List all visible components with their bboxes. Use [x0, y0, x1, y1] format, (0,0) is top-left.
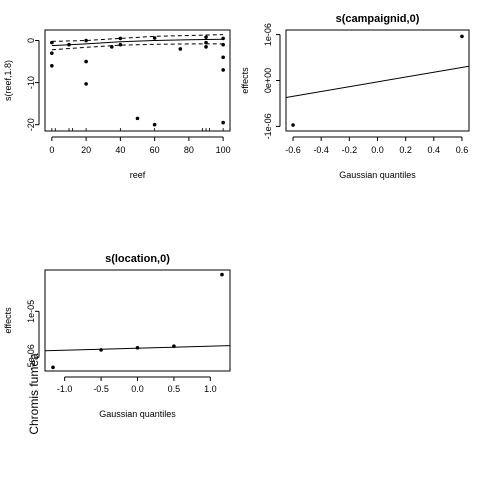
- x-axis: 0 20 40 60 80 100 reef: [49, 136, 231, 180]
- plot-area: [286, 34, 469, 127]
- x-tick-label: 1.0: [204, 384, 217, 394]
- y-tick-label: 1e-05: [26, 300, 36, 323]
- x-axis-label: Gaussian quantiles: [339, 170, 416, 180]
- x-tick-label: 0.4: [428, 145, 441, 155]
- data-point: [50, 63, 54, 68]
- data-point: [178, 47, 183, 51]
- data-point: [152, 36, 157, 40]
- x-tick-label: 40: [115, 145, 125, 155]
- lower-ci-line: [51, 43, 224, 51]
- y-tick-label: -1e-06: [263, 113, 273, 139]
- data-point: [460, 34, 464, 39]
- outer-label-text: Chromis fumea: [27, 353, 41, 435]
- x-axis-label: reef: [130, 170, 146, 180]
- plot-frame: [44, 29, 231, 132]
- x-tick-label: -0.6: [285, 145, 301, 155]
- y-axis-label: effects: [3, 307, 13, 334]
- x-axis: -1.0 -0.5 0.0 0.5 1.0 Gaussian quantiles: [57, 376, 217, 419]
- x-tick-label: 0.0: [371, 145, 384, 155]
- data-point: [204, 40, 208, 45]
- data-point: [51, 365, 55, 370]
- data-point: [291, 123, 295, 127]
- plot-area: [45, 272, 230, 370]
- data-point: [221, 120, 225, 125]
- x-tick-label: 0.5: [168, 384, 181, 394]
- data-point: [84, 82, 88, 86]
- data-point: [118, 42, 123, 47]
- data-point: [50, 51, 54, 55]
- data-point: [135, 116, 140, 121]
- y-tick-label: -20: [26, 118, 36, 131]
- x-tick-label: 0: [49, 145, 54, 155]
- chart-title: s(campaignid,0): [336, 13, 420, 25]
- y-axis: -20 -10 0 s(reef,1.8): [3, 38, 40, 131]
- panel-2: s(campaignid,0) -0.6 -0.4 -0.2 0.0 0.2 0.4 0.6 G…: [240, 13, 470, 180]
- data-point: [84, 38, 88, 43]
- x-axis: -0.6 -0.4 -0.2 0.0 0.2 0.4 0.6 Gaussian quantil…: [285, 136, 469, 180]
- qq-reference-line: [286, 65, 469, 98]
- plot-frame: [285, 29, 470, 132]
- x-tick-label: -0.4: [313, 145, 329, 155]
- data-point: [220, 272, 224, 277]
- data-point: [152, 122, 157, 127]
- data-point: [110, 45, 114, 49]
- panel-3: s(location,0) -1.0 -0.5 0.0 0.5 1.0 Gaussian q…: [3, 253, 231, 419]
- data-point: [99, 348, 103, 352]
- panel-1: 0 20 40 60 80 100 reef -20 -10 0 s(reef,1.8): [3, 29, 231, 180]
- y-tick-label: 0e+00: [263, 68, 273, 93]
- x-axis-label: Gaussian quantiles: [99, 409, 176, 419]
- x-tick-label: 20: [81, 145, 91, 155]
- x-tick-label: 80: [184, 145, 194, 155]
- y-tick-label: 1e-06: [263, 23, 273, 46]
- data-point: [84, 59, 88, 64]
- data-point: [221, 42, 225, 47]
- plot-area: [50, 34, 225, 127]
- x-tick-label: 0.2: [399, 145, 412, 155]
- x-tick-label: -0.2: [342, 145, 358, 155]
- x-tick-label: -1.0: [57, 384, 73, 394]
- data-point: [67, 42, 71, 47]
- data-point: [172, 344, 176, 349]
- upper-ci-line: [51, 34, 224, 42]
- y-axis-label: s(reef,1.8): [3, 60, 13, 101]
- data-point: [221, 36, 225, 41]
- data-point: [221, 68, 225, 72]
- y-tick-label: -10: [26, 76, 36, 89]
- data-point: [221, 55, 225, 60]
- x-tick-label: 0.6: [456, 145, 469, 155]
- x-tick-label: -0.5: [93, 384, 109, 394]
- y-tick-label: -5e-06: [26, 344, 36, 370]
- data-point: [118, 36, 123, 41]
- smooth-fit-line: [51, 38, 224, 47]
- x-tick-label: 100: [216, 145, 231, 155]
- y-tick-label: 0: [26, 38, 36, 43]
- x-tick-label: 60: [150, 145, 160, 155]
- data-point: [135, 345, 140, 350]
- x-tick-label: 0.0: [131, 384, 144, 394]
- plot-frame: [44, 269, 231, 372]
- data-point: [50, 40, 54, 45]
- y-axis-label: effects: [240, 67, 250, 94]
- chart-title: s(location,0): [105, 253, 170, 265]
- y-axis: -5e-06 1e-05 effects: [3, 300, 40, 370]
- y-axis: -1e-06 0e+00 1e-06 effects: [240, 23, 281, 139]
- data-point: [204, 35, 208, 39]
- data-point: [204, 45, 208, 49]
